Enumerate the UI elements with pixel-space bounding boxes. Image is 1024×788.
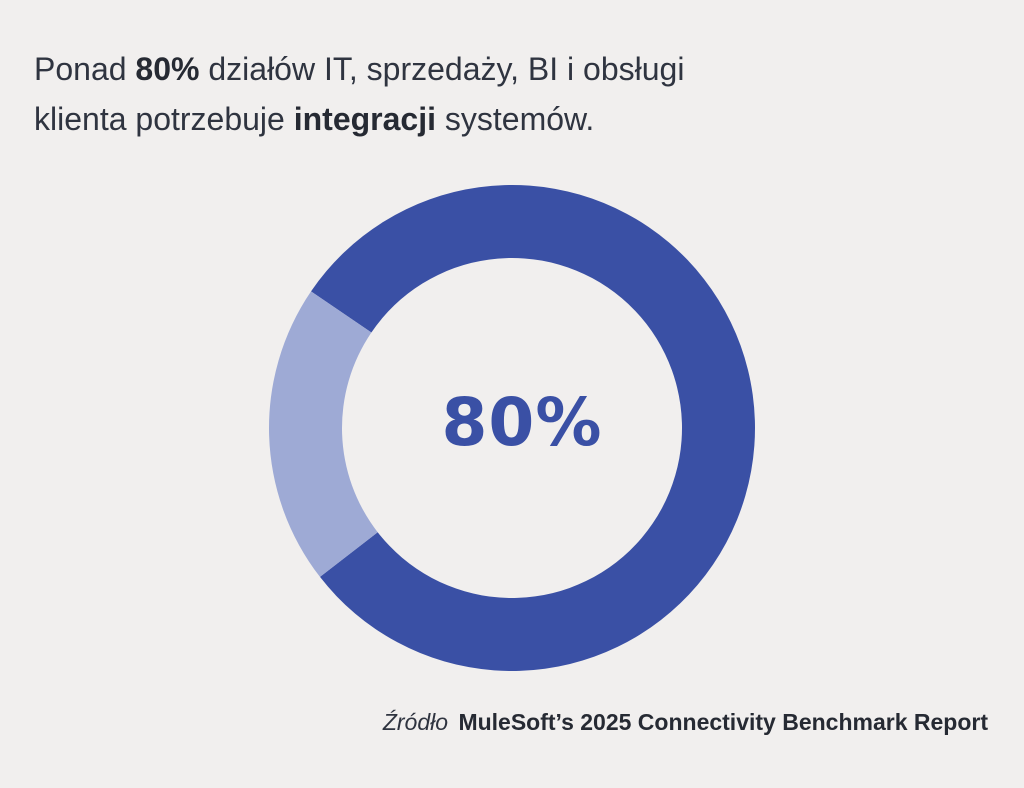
headline-text-4: systemów. <box>435 101 595 137</box>
source-note: Źródło MuleSoft’s 2025 Connectivity Benc… <box>383 706 988 738</box>
donut-center-value: 80% <box>441 384 603 461</box>
donut-slice-remainder <box>269 291 378 577</box>
headline-highlight-integration: integracji <box>293 101 436 137</box>
source-name: MuleSoft’s 2025 Connectivity Benchmark R… <box>458 709 988 735</box>
headline-line-2: klienta potrzebuje integracji systemów. <box>34 94 934 144</box>
headline: Ponad 80% działów IT, sprzedaży, BI i ob… <box>34 44 934 144</box>
headline-text-1: Ponad <box>34 51 136 87</box>
headline-text-3: klienta potrzebuje <box>34 101 294 137</box>
headline-highlight-percent: 80% <box>135 51 200 87</box>
source-label: Źródło <box>382 709 449 735</box>
donut-slice-main <box>311 184 755 672</box>
headline-text-2: działów IT, sprzedaży, BI i obsługi <box>199 51 685 87</box>
headline-line-1: Ponad 80% działów IT, sprzedaży, BI i ob… <box>34 44 934 94</box>
